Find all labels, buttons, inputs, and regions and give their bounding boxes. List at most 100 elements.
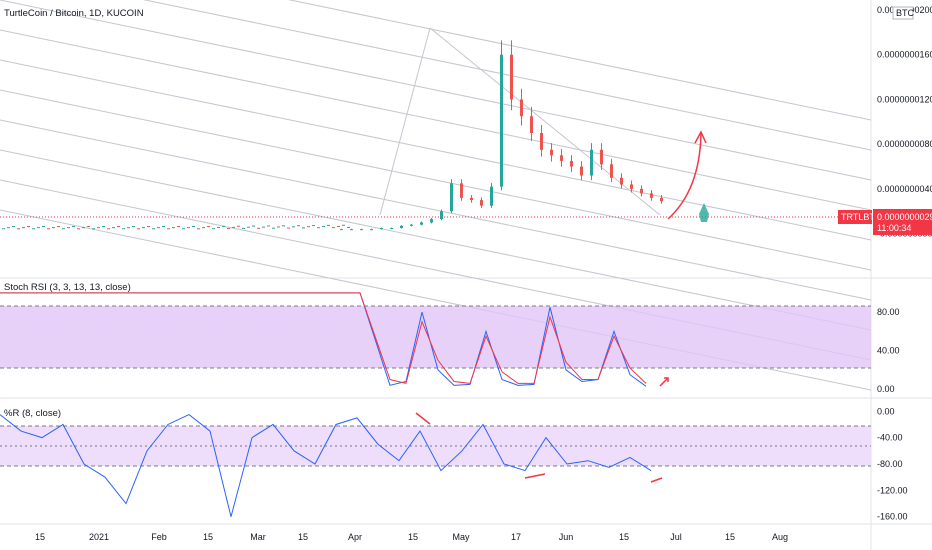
candle (137, 228, 140, 230)
symbol-badge (838, 210, 872, 224)
candle (227, 228, 230, 230)
candle (187, 227, 190, 229)
candle (410, 224, 413, 226)
candle (212, 228, 215, 230)
currency-badge[interactable] (892, 6, 914, 20)
candle (142, 227, 145, 229)
candle (157, 227, 160, 229)
price-tick-label: 0.0000000080 (877, 139, 932, 149)
channel-line (0, 149, 872, 331)
candle (262, 226, 265, 228)
willr-annotation[interactable] (524, 473, 546, 479)
rocket-icon (699, 203, 709, 222)
stoch-title: Stoch RSI (3, 3, 13, 13, close) (4, 282, 131, 293)
willr-axis: 0.00 -40.00 -80.00 -120.00 -160.00 (877, 406, 908, 521)
stoch-arrow-annotation[interactable] (659, 377, 669, 387)
candle (610, 164, 613, 178)
candle (52, 227, 55, 229)
stoch-series-line (0, 292, 647, 385)
candle (327, 224, 330, 226)
time-tick-label: 17 (511, 532, 521, 542)
candle (560, 155, 563, 161)
candle (177, 226, 180, 228)
channel-line (0, 119, 872, 301)
channel-line (0, 29, 872, 211)
time-tick-label: Aug (772, 532, 788, 542)
candle (162, 226, 165, 228)
time-tick-label: 15 (725, 532, 735, 542)
symbol-label: TRTLBTC (841, 212, 882, 222)
candle (247, 226, 250, 228)
candle (380, 228, 383, 230)
candle (257, 227, 260, 229)
currency-label: BTC (896, 8, 915, 18)
willr-tick-label: -120.00 (877, 485, 908, 495)
willr-annotation[interactable] (415, 412, 431, 425)
channel-line (0, 89, 872, 271)
candle (82, 227, 85, 229)
time-tick-label: Feb (151, 532, 167, 542)
chart-title: TurtleCoin / Bitcoin, 1D, KUCOIN (4, 8, 144, 19)
candle (337, 225, 340, 227)
time-tick-label: Jun (559, 532, 574, 542)
channel-line (142, 0, 872, 151)
candle (342, 224, 345, 226)
candle (182, 228, 185, 230)
stoch-rsi-lines (0, 292, 647, 387)
price-axis[interactable]: 0.00000002000.00000001600.00000001200.00… (877, 5, 932, 239)
candle (282, 225, 285, 227)
trend-channel-lines (0, 0, 872, 391)
time-tick-label: 15 (408, 532, 418, 542)
time-tick-label: 15 (298, 532, 308, 542)
willr-annotation[interactable] (650, 477, 663, 483)
candle (237, 225, 240, 227)
candle (470, 197, 473, 201)
williams-r-line (0, 414, 652, 517)
willr-tick-label: 0.00 (877, 406, 895, 416)
candle (167, 228, 170, 230)
time-axis[interactable]: 15 2021 Feb 15 Mar 15 Apr 15 May 17 Jun 15 Jul 15 Aug (35, 532, 788, 542)
candle (570, 160, 573, 167)
stoch-axis: 80.00 40.00 0.00 (877, 307, 900, 394)
candle (450, 183, 453, 212)
candle (302, 227, 305, 229)
candle (172, 227, 175, 229)
candle (232, 226, 235, 228)
price-tag (873, 209, 932, 235)
forecast-arrow[interactable] (667, 132, 702, 220)
candle (72, 226, 75, 228)
candle (660, 197, 663, 202)
stoch-tick-label: 0.00 (877, 384, 895, 394)
candle (430, 219, 433, 223)
candle (292, 226, 295, 228)
willr-tick-label: -160.00 (877, 512, 908, 522)
candle (580, 166, 583, 176)
candle (307, 226, 310, 228)
candle (267, 225, 270, 227)
candle (67, 227, 70, 229)
candle (117, 226, 120, 228)
candle (520, 99, 523, 117)
candle (600, 149, 603, 165)
forecast-arrow-head (694, 130, 707, 144)
candle (620, 177, 623, 185)
candle (32, 228, 35, 230)
candle (62, 228, 65, 230)
candle (510, 54, 513, 100)
candle (360, 229, 363, 231)
candle (12, 226, 15, 228)
candle (102, 226, 105, 228)
willr-series-line (0, 414, 652, 517)
time-tick-label: Mar (250, 532, 266, 542)
candle (37, 227, 40, 229)
candle (122, 228, 125, 230)
candle (92, 228, 95, 230)
candle (460, 183, 463, 198)
candle (57, 226, 60, 228)
price-tag-countdown: 11:00:34 (877, 223, 911, 233)
candle (97, 227, 100, 229)
price-tick-label: 0.0000000120 (877, 94, 932, 104)
willr-tick-label: -40.00 (877, 433, 903, 443)
time-tick-label: Jul (670, 532, 682, 542)
